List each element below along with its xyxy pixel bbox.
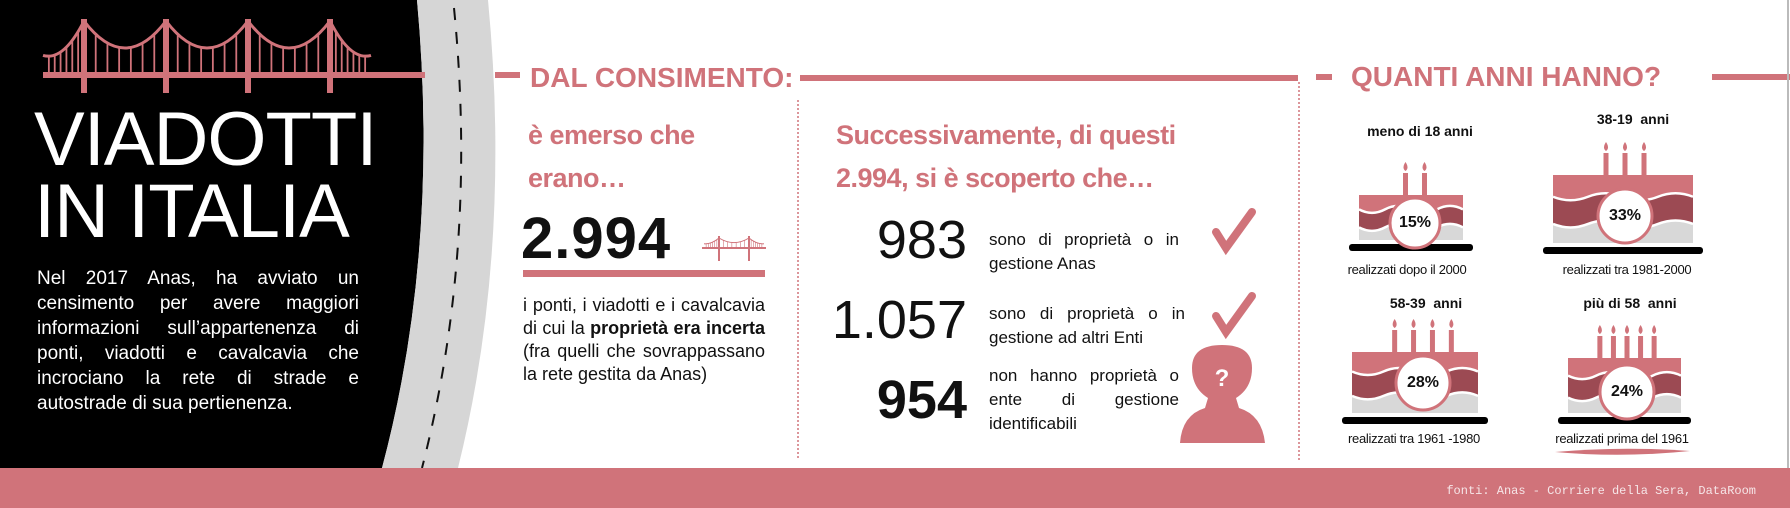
age-caption: realizzati dopo il 2000 <box>1347 262 1467 277</box>
candle <box>1641 153 1647 175</box>
age-label: più di 58 anni <box>1583 295 1677 311</box>
candle <box>1597 336 1603 358</box>
findings-lead-line: Successivamente, di questi <box>836 120 1176 150</box>
cake-plate <box>1543 247 1703 254</box>
finding-text: sono di proprietà o in gestione Anas <box>989 230 1179 273</box>
finding-text: sono di proprietà o in gestione ad altri… <box>989 304 1185 347</box>
paragraph-text: i ponti, i viadotti e i cavalcavia di cu… <box>523 295 765 338</box>
finding-text: non hanno proprietà o ente di gestione i… <box>989 366 1179 433</box>
flame <box>1652 325 1657 334</box>
cake-plate <box>1558 417 1691 424</box>
check-icon <box>1212 208 1256 256</box>
flame <box>1430 319 1435 328</box>
flame <box>1449 319 1454 328</box>
candle <box>1392 330 1398 352</box>
finding-value: 954 <box>876 370 967 430</box>
candle <box>1603 153 1609 175</box>
age-caption: realizzati tra 1961 -1980 <box>1348 431 1480 446</box>
flame <box>1625 325 1629 334</box>
age-label: 38-19 anni <box>1596 111 1670 127</box>
finding-value: 1.057 <box>831 290 967 350</box>
ages-heading: QUANTI ANNI HANNO? <box>1351 61 1662 92</box>
age-caption: realizzati tra 1981-2000 <box>1562 262 1692 277</box>
candle <box>1638 336 1644 358</box>
cake-icon <box>1342 319 1488 424</box>
census-lead-line: è emerso che <box>528 120 695 150</box>
candle <box>1651 336 1657 358</box>
percent-badge <box>1596 187 1654 245</box>
flame <box>1597 325 1602 334</box>
cake-plate <box>1342 417 1488 424</box>
findings-lead-line: 2.994, si è scoperto che… <box>836 163 1154 193</box>
flame <box>1392 319 1397 328</box>
flame <box>1604 142 1608 151</box>
age-caption: realizzati prima del 1961 <box>1555 431 1689 446</box>
total-count: 2.994 <box>521 206 672 271</box>
age-percent: 33% <box>1608 207 1642 224</box>
svg-text:?: ? <box>1215 365 1230 392</box>
flame <box>1623 142 1627 151</box>
age-label: 58-39 anni <box>1389 295 1463 311</box>
flame <box>1422 162 1427 171</box>
candle <box>1422 173 1427 195</box>
candle <box>1411 330 1417 352</box>
cake-icon <box>1349 162 1473 251</box>
cake-icon <box>1558 325 1691 424</box>
intro-text: Nel 2017 Anas, ha avviato un censimento … <box>37 268 359 414</box>
census-lead-line: erano… <box>528 163 626 193</box>
flame <box>1411 319 1416 328</box>
title-panel <box>0 0 424 468</box>
flame <box>1611 325 1616 334</box>
footer-band <box>0 468 1790 508</box>
candle <box>1403 173 1408 195</box>
findings-lead: Successivamente, di questi 2.994, si è s… <box>836 114 1176 200</box>
flame <box>1642 142 1646 151</box>
percent-badge <box>1394 354 1452 412</box>
candle <box>1448 330 1454 352</box>
paragraph-text: (fra quelli che sovrappassano la rete ge… <box>523 341 765 384</box>
candle <box>1429 330 1435 352</box>
census-heading: DAL CONSIMENTO: <box>530 62 798 94</box>
percent-badge <box>1388 196 1442 250</box>
finding-value: 983 <box>876 210 967 270</box>
road <box>382 0 496 468</box>
age-percent: 28% <box>1406 374 1440 391</box>
age-percent: 15% <box>1398 214 1432 231</box>
candle <box>1622 153 1628 175</box>
flame <box>1403 162 1408 171</box>
census-lead: è emerso che erano… <box>528 114 695 200</box>
census-paragraph: i ponti, i viadotti e i cavalcavia di cu… <box>523 294 765 386</box>
check-icon <box>1212 292 1256 340</box>
candle <box>1610 336 1616 358</box>
candle <box>1624 336 1630 358</box>
title-line-1: VIADOTTI <box>34 97 377 182</box>
cake-icon <box>1543 142 1703 254</box>
unknown-person-icon: ? <box>1180 345 1265 443</box>
percent-badge <box>1598 363 1656 421</box>
paragraph-bold: proprietà era incerta <box>590 318 765 338</box>
flame <box>1638 325 1643 334</box>
sources-text: fonti: Anas - Corriere della Sera, DataR… <box>1446 484 1756 498</box>
page-title: VIADOTTI IN ITALIA <box>34 97 377 254</box>
highlight-stroke <box>1555 448 1690 455</box>
bridge-icon <box>42 19 425 93</box>
age-label: meno di 18 anni <box>1367 123 1473 139</box>
age-percent: 24% <box>1610 383 1644 400</box>
small-bridge-icon <box>702 236 766 261</box>
title-line-2: IN ITALIA <box>34 169 350 254</box>
total-underline <box>523 270 765 277</box>
